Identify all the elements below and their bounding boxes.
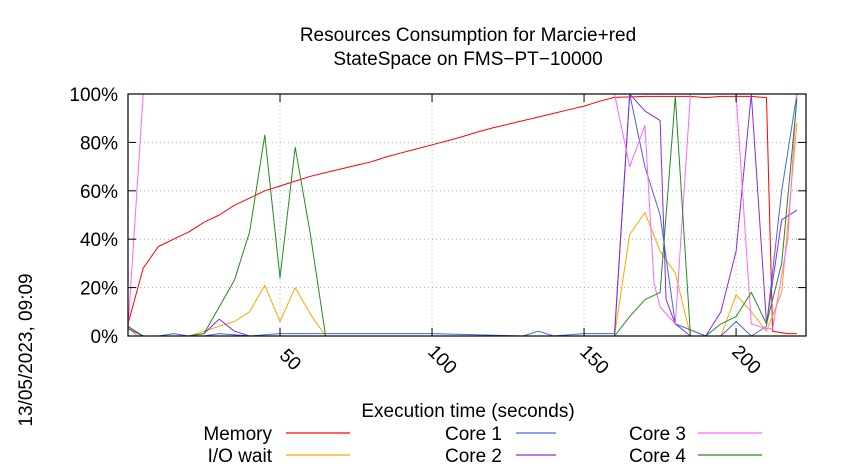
x-tick-label: 150 — [575, 341, 612, 378]
series-line-core-3 — [127, 93, 798, 330]
x-tick-label: 200 — [727, 341, 764, 378]
x-tick-label: 100 — [423, 341, 460, 378]
y-tick-label: 0% — [91, 327, 119, 348]
series-line-core-2 — [127, 93, 798, 337]
x-tick-label: 50 — [275, 345, 305, 375]
series-line-core-1 — [127, 93, 798, 337]
y-tick-label: 40% — [80, 230, 118, 251]
timestamp-label: 13/05/2023, 09:09 — [16, 273, 37, 426]
legend-label-core-1: Core 1 — [445, 424, 502, 445]
series-lines — [127, 93, 798, 337]
y-tick-label: 20% — [80, 279, 118, 300]
y-tick-label: 100% — [69, 85, 118, 106]
legend-label-memory: Memory — [203, 424, 272, 445]
y-tick-label: 60% — [80, 182, 118, 203]
legend-label-core-2: Core 2 — [445, 446, 502, 467]
title-line: Resources Consumption for Marcie+red — [300, 25, 636, 46]
title-line: StateSpace on FMS−PT−10000 — [333, 49, 602, 70]
x-axis-label: Execution time (seconds) — [361, 401, 574, 422]
series-line-core-4 — [127, 95, 798, 337]
legend-label-core-4: Core 4 — [629, 446, 686, 467]
chart-title: Resources Consumption for Marcie+red Stat… — [300, 25, 636, 70]
legend-label-core-3: Core 3 — [629, 424, 686, 445]
y-tick-label: 80% — [80, 133, 118, 154]
plot-frame — [127, 93, 807, 337]
legend-label-i-o-wait: I/O wait — [208, 446, 273, 467]
series-line-i-o-wait — [127, 122, 798, 337]
grid — [128, 94, 806, 336]
series-line-memory — [127, 95, 797, 335]
